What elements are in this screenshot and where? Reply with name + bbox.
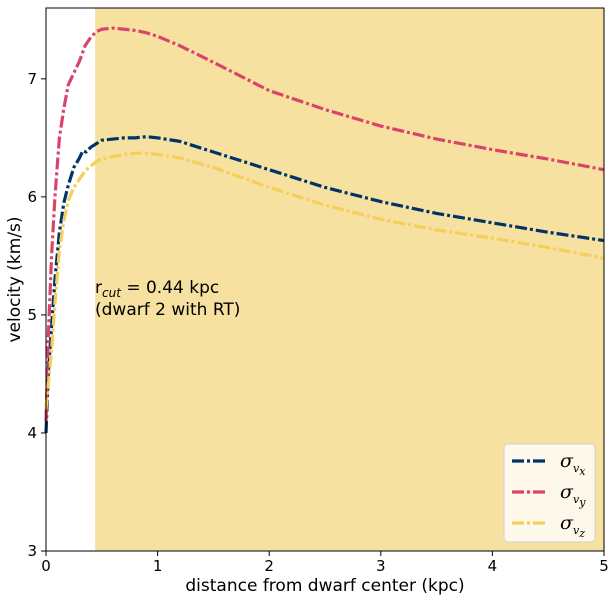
legend-box [503, 443, 596, 543]
y-axis-label: velocity (km/s) [5, 216, 25, 342]
legend-label-z: σvz [560, 512, 585, 540]
x-tick-label: 4 [488, 557, 498, 575]
x-tick-label: 1 [153, 557, 163, 575]
y-tick-label: 5 [27, 306, 37, 324]
y-tick-label: 7 [27, 70, 37, 88]
series-line-x [44, 135, 605, 434]
series-line-y [44, 26, 605, 422]
series-layer [44, 26, 605, 434]
ticks-layer: 0 1 2 3 4 5 3 4 5 6 7 [27, 70, 608, 575]
annotation-rcut: rcut = 0.44 kpc [95, 278, 219, 300]
y-tick-label: 4 [27, 424, 37, 442]
x-tick-label: 3 [376, 557, 386, 575]
annotation-subscript: cut [102, 286, 122, 300]
x-tick-label: 5 [599, 557, 609, 575]
series-line-z [44, 151, 605, 410]
plot-frame [45, 7, 605, 552]
legend-label-x: σvx [560, 450, 586, 478]
x-axis-label: distance from dwarf center (kpc) [185, 576, 464, 596]
y-tick-label: 3 [27, 542, 37, 560]
legend: σvx σvy σvz [503, 443, 596, 543]
x-tick-label: 0 [41, 557, 51, 575]
y-tick-label: 6 [27, 188, 37, 206]
legend-label-y: σvy [560, 481, 586, 509]
annotation-value: = 0.44 kpc [121, 278, 219, 298]
annotation-r: r [95, 278, 102, 298]
annotation-dwarf-label: (dwarf 2 with RT) [95, 300, 240, 320]
x-tick-label: 2 [264, 557, 274, 575]
